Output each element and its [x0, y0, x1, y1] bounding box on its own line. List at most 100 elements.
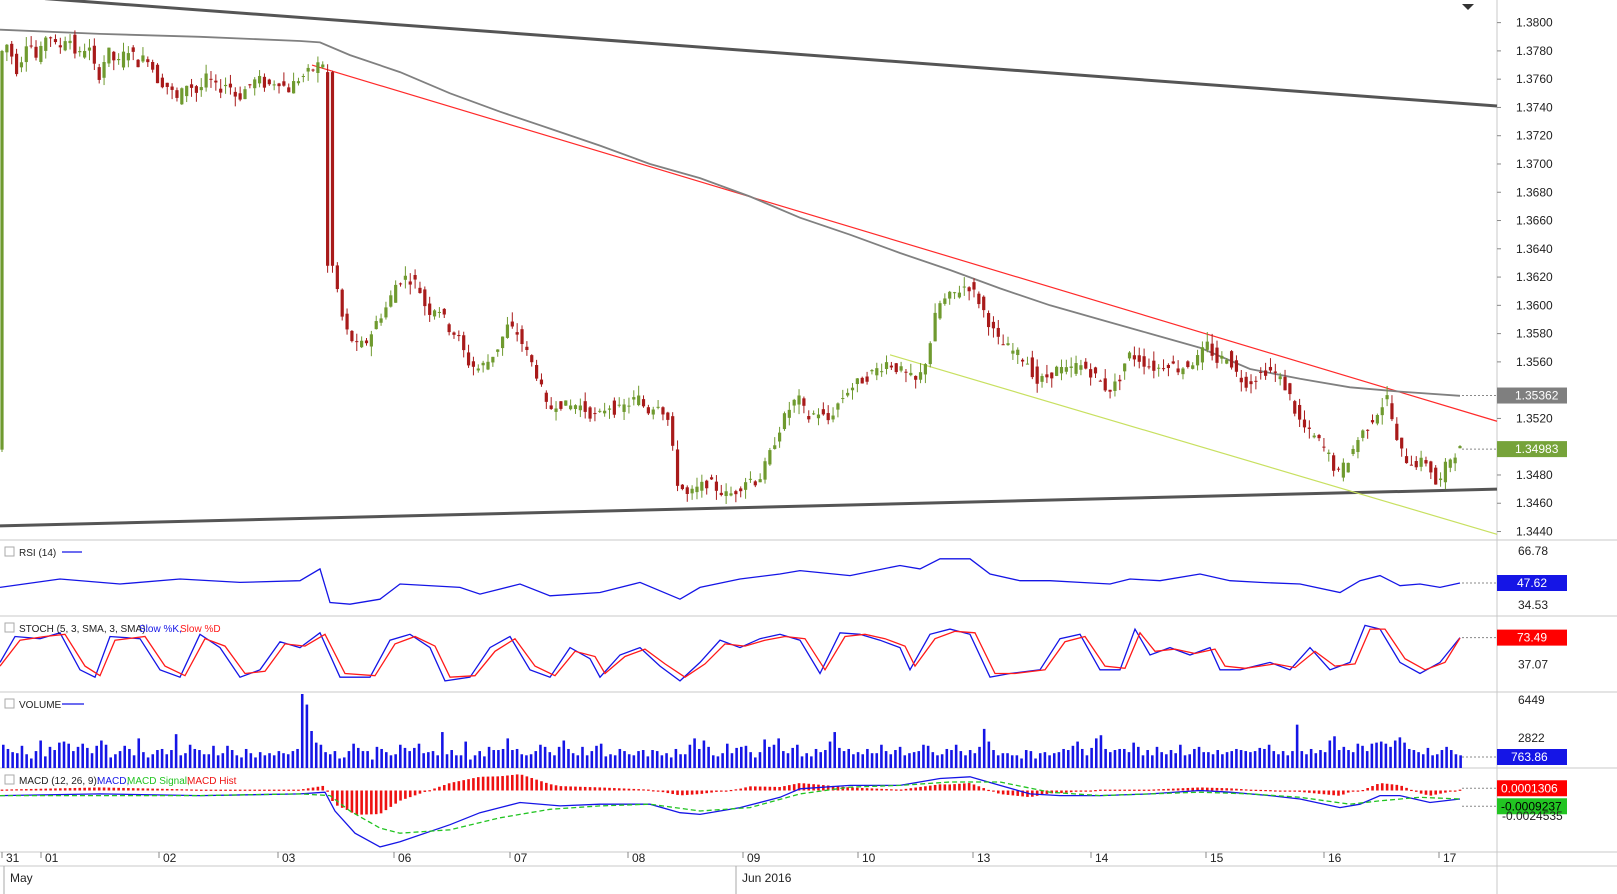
macd-hist-bar [472, 778, 475, 791]
volume-bar [534, 751, 538, 768]
volume-bar [1193, 748, 1196, 768]
candle-body [923, 364, 927, 375]
volume-bar [1066, 750, 1070, 768]
day-label: 14 [1095, 851, 1109, 865]
candle-body [1157, 367, 1161, 369]
candle-body [311, 69, 315, 71]
candle-body [316, 62, 320, 74]
volume-bar [48, 746, 52, 768]
volume-bar [319, 744, 323, 768]
candle-body [39, 45, 43, 62]
macd-hist-bar [1079, 790, 1083, 792]
macd-hist-bar [355, 790, 359, 815]
volume-bar [595, 745, 598, 768]
macd-hist-bar [258, 789, 261, 791]
rsi-current-box [1497, 575, 1567, 592]
macd-hist-bar [1385, 783, 1389, 791]
candle-body [432, 310, 437, 317]
candle-body [773, 445, 777, 449]
candle-body [243, 89, 247, 100]
candle-body [1025, 363, 1030, 365]
macd-hist-bar [127, 788, 130, 791]
candle-body [690, 488, 694, 494]
candle-body [1181, 368, 1185, 375]
macd-hist-bar [175, 789, 179, 791]
volume-bar [599, 743, 603, 768]
volume-bar [945, 748, 949, 768]
volume-bar [1389, 746, 1392, 768]
macd-hist-bar [1133, 789, 1136, 791]
candle-body [1332, 455, 1336, 471]
macd-hist-bar [1040, 790, 1044, 795]
macd-hist-bar [890, 789, 893, 791]
candle-body [816, 414, 821, 419]
volume-bar [1225, 752, 1229, 768]
volume-bar [740, 746, 743, 768]
macd-hist-bar [306, 788, 310, 791]
volume-bar [912, 752, 916, 768]
macd-hist-bar [1176, 788, 1180, 791]
macd-hist-bar [1274, 790, 1277, 792]
macd-hist-bar [1249, 789, 1253, 791]
macd-hist-bar [545, 782, 548, 791]
macd-hist-bar [1240, 789, 1243, 791]
candle-body [962, 286, 966, 288]
macd-hist-bar [856, 787, 859, 791]
day-label: 13 [977, 851, 991, 865]
candle-body [14, 53, 19, 75]
candle-body [1016, 349, 1020, 356]
candle-body [986, 313, 991, 328]
macd-hist-bar [1410, 789, 1413, 792]
volume-bar [842, 751, 846, 768]
day-label: 17 [1443, 851, 1457, 865]
macd-hist-bar [297, 789, 300, 791]
macd-hist-bar [233, 789, 237, 791]
candle-body [301, 76, 305, 78]
price-tick-label: 1.3480 [1516, 468, 1553, 482]
candle-body [452, 332, 456, 335]
macd-hist-bar [783, 786, 786, 791]
macd-hist-bar [1035, 790, 1039, 796]
macd-hist-bar [1346, 790, 1350, 793]
macd-hist-bar [10, 789, 14, 791]
macd-hist-bar [1371, 786, 1374, 791]
volume-bar [772, 744, 776, 768]
volume-bar [917, 751, 921, 768]
rsi-tick-label: 34.53 [1518, 598, 1548, 612]
volume-bar [375, 746, 379, 768]
volume-bar [1314, 753, 1318, 768]
volume-bar [1010, 755, 1014, 768]
macd-hist-bar [1376, 784, 1379, 791]
candle-body [812, 413, 816, 415]
macd-hist-bar [1269, 790, 1272, 792]
macd-hist-bar [632, 788, 636, 791]
macd-hist-bar [1332, 790, 1335, 796]
candle-body [53, 39, 58, 43]
volume-bar [109, 757, 113, 768]
volume-bar [632, 755, 636, 768]
volume-bar [1328, 740, 1332, 768]
macd-hist-bar [277, 789, 281, 791]
panel-close-icon [4, 622, 15, 633]
candle-body [1312, 435, 1316, 438]
candle-body [1006, 343, 1010, 346]
day-label: 08 [632, 851, 646, 865]
macd-hist-bar [962, 783, 966, 791]
volume-bar [590, 751, 594, 768]
volume-bar [1295, 724, 1299, 768]
candle-body [1239, 377, 1243, 383]
candle-body [83, 50, 87, 58]
candle-body [219, 88, 223, 93]
trend-line-red-resistance [311, 64, 1498, 422]
macd-hist-bar [651, 790, 655, 792]
volume-bar [1151, 755, 1154, 768]
volume-bar [1015, 755, 1019, 768]
macd-hist-bar [870, 788, 874, 791]
rsi-tick-label: 66.78 [1518, 544, 1548, 558]
volume-bar [1174, 753, 1177, 768]
volume-bar [1370, 743, 1374, 768]
macd-hist-bar [88, 787, 91, 791]
volume-bar [62, 741, 66, 768]
macd-hist-bar [161, 788, 164, 791]
candle-body [1069, 366, 1073, 368]
